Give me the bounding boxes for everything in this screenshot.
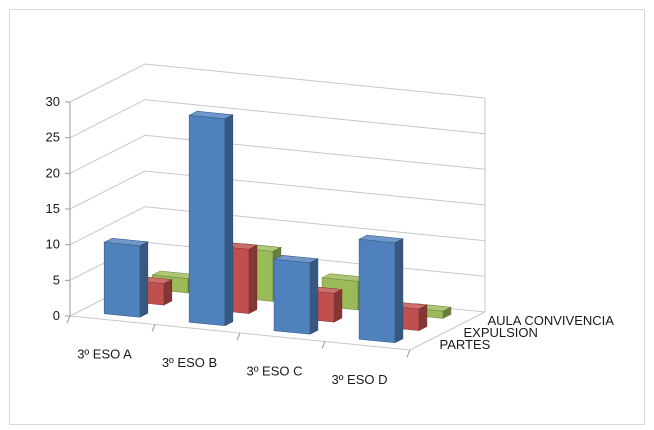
series-tick-label: AULA CONVIVENCIA <box>488 313 615 328</box>
gridline <box>69 134 486 174</box>
x-tick-mark <box>236 332 241 341</box>
bar-partes-3 <box>273 254 319 335</box>
x-tick-mark <box>151 324 156 332</box>
x-tick-label: 3º ESO A <box>77 346 132 361</box>
y-tick-label: 25 <box>46 130 60 145</box>
y-tick-label: 10 <box>46 237 60 252</box>
x-tick-label: 3º ESO B <box>162 355 217 370</box>
bar-partes-1 <box>103 237 149 318</box>
gridline <box>69 99 486 139</box>
series-tick-label: EXPULSION <box>464 325 538 340</box>
bars <box>103 110 452 344</box>
y-tick-label: 30 <box>46 94 60 109</box>
chart-frame <box>9 9 645 425</box>
y-tick-label: 5 <box>53 272 60 287</box>
x-axis-ticks: 3º ESO A 3º ESO B 3º ESO C 3º ESO D <box>66 315 411 387</box>
series-tick-label: PARTES <box>440 337 491 352</box>
y-axis-ticks: 0 5 10 15 20 25 30 <box>46 94 70 323</box>
bar-partes-4 <box>358 234 404 344</box>
x-tick-mark <box>406 349 411 358</box>
gridline <box>69 206 486 246</box>
x-tick-mark <box>321 341 326 349</box>
y-tick-label: 15 <box>46 201 60 216</box>
y-tick-label: 0 <box>53 308 60 323</box>
bar-partes-2 <box>188 110 234 327</box>
y-tick-label: 20 <box>46 165 60 180</box>
x-tick-mark <box>66 315 71 324</box>
x-tick-label: 3º ESO D <box>331 372 387 387</box>
x-tick-label: 3º ESO C <box>246 363 302 378</box>
gridline <box>69 63 486 103</box>
gridline <box>69 170 486 210</box>
